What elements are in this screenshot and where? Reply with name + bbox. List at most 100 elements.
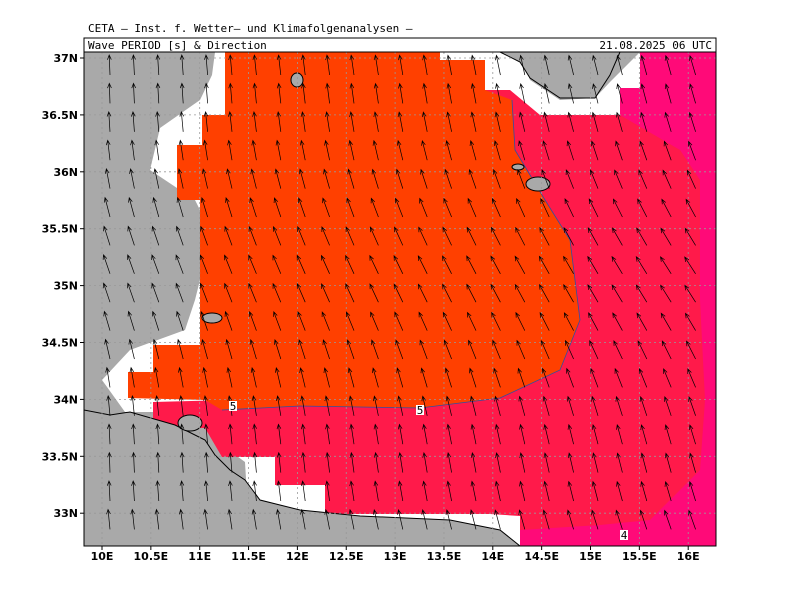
direction-arrow (300, 508, 306, 530)
direction-arrow (615, 111, 623, 132)
direction-arrow (273, 197, 282, 218)
direction-arrow (296, 254, 306, 274)
direction-arrow (249, 338, 257, 360)
direction-arrow (417, 283, 428, 303)
direction-arrow (664, 424, 672, 445)
direction-arrow (226, 168, 233, 189)
direction-arrow (469, 509, 477, 530)
direction-arrow (373, 451, 379, 473)
direction-arrow (420, 168, 428, 189)
direction-arrow (490, 283, 501, 303)
direction-arrow (155, 110, 160, 132)
direction-arrow (664, 480, 672, 502)
direction-arrow (345, 283, 355, 303)
direction-arrow (178, 366, 184, 388)
direction-arrow (369, 226, 379, 246)
direction-arrow (106, 423, 112, 445)
direction-arrow (591, 111, 599, 132)
direction-arrow (107, 54, 112, 76)
direction-arrow (688, 111, 696, 132)
direction-arrow (470, 395, 477, 416)
direction-arrow (251, 508, 257, 530)
direction-arrow (131, 480, 136, 502)
direction-arrow (152, 338, 160, 360)
direction-arrow (349, 480, 355, 502)
direction-arrow (106, 480, 112, 502)
direction-arrow (349, 451, 355, 473)
direction-arrow (178, 139, 184, 161)
direction-arrow (422, 451, 428, 473)
direction-arrow (469, 367, 477, 388)
direction-arrow (591, 509, 599, 530)
direction-arrow (199, 254, 208, 274)
direction-arrow (322, 197, 330, 218)
direction-arrow (248, 254, 257, 274)
direction-arrow (273, 311, 282, 331)
direction-arrow (567, 423, 574, 445)
direction-arrow (321, 283, 330, 303)
direction-arrow (567, 111, 574, 132)
direction-arrow (106, 110, 112, 132)
direction-arrow (228, 480, 233, 502)
direction-arrow (635, 256, 648, 274)
direction-arrow (248, 282, 257, 303)
direction-arrow (637, 198, 648, 218)
direction-arrow (566, 140, 574, 161)
direction-arrow (684, 256, 696, 274)
lat-label: 35.5N (42, 223, 78, 236)
direction-arrow (252, 480, 257, 502)
direction-arrow (638, 368, 648, 388)
contour-label-box (229, 401, 237, 411)
direction-arrow (470, 82, 477, 104)
direction-arrow (563, 284, 574, 303)
contour-label: 5 (417, 404, 424, 417)
direction-arrow (543, 111, 550, 132)
lon-label: 14E (481, 550, 504, 563)
direction-arrow (369, 283, 379, 303)
direction-arrow (640, 54, 648, 76)
direction-arrow (347, 168, 355, 189)
direction-arrow (660, 256, 672, 274)
direction-arrow (301, 54, 306, 76)
direction-arrow (176, 310, 184, 331)
direction-arrow (394, 311, 404, 331)
direction-arrow (664, 54, 672, 76)
direction-arrow (299, 367, 306, 388)
direction-arrow (131, 110, 136, 132)
direction-arrow (518, 395, 526, 416)
direction-arrow (276, 480, 282, 502)
direction-arrow (104, 168, 111, 189)
direction-arrow (638, 169, 648, 189)
direction-arrow (635, 284, 648, 303)
lat-label: 33.5N (42, 450, 78, 463)
direction-arrow (588, 198, 599, 218)
direction-arrow (592, 83, 599, 104)
direction-arrow (228, 451, 233, 473)
direction-arrow (345, 254, 355, 274)
direction-arrow (640, 111, 648, 132)
direction-arrow (639, 395, 648, 416)
direction-arrow (275, 139, 282, 161)
direction-arrow (422, 423, 428, 445)
lon-label: 14.5E (524, 550, 559, 563)
direction-arrow (467, 311, 477, 331)
direction-arrow (130, 395, 136, 416)
direction-arrow (227, 508, 233, 530)
direction-arrow (442, 255, 452, 274)
direction-arrow (130, 508, 135, 530)
direction-arrow (422, 54, 428, 76)
direction-arrow (349, 111, 355, 132)
direction-arrow (540, 198, 550, 218)
direction-arrow (346, 339, 355, 360)
direction-arrow (442, 311, 452, 331)
direction-arrow (567, 452, 574, 473)
direction-arrow (203, 480, 209, 502)
valid-time: 21.08.2025 06 UTC (599, 39, 712, 52)
direction-arrow (567, 395, 574, 416)
direction-arrow (369, 254, 379, 274)
direction-arrow (179, 423, 185, 445)
direction-arrow (589, 340, 599, 360)
direction-arrow (228, 423, 233, 445)
direction-arrow (103, 225, 111, 246)
direction-arrow (443, 197, 452, 218)
